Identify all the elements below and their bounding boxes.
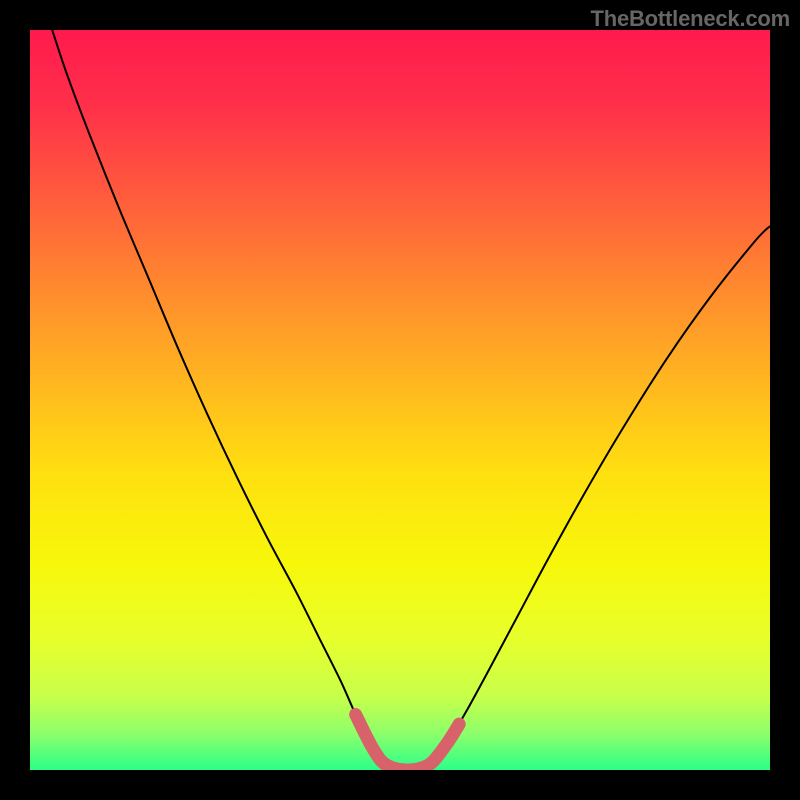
plot-svg [30, 30, 770, 770]
chart-container: TheBottleneck.com [0, 0, 800, 800]
plot-background [30, 30, 770, 770]
watermark-text: TheBottleneck.com [590, 6, 790, 32]
bottleneck-curve-plot [30, 30, 770, 770]
